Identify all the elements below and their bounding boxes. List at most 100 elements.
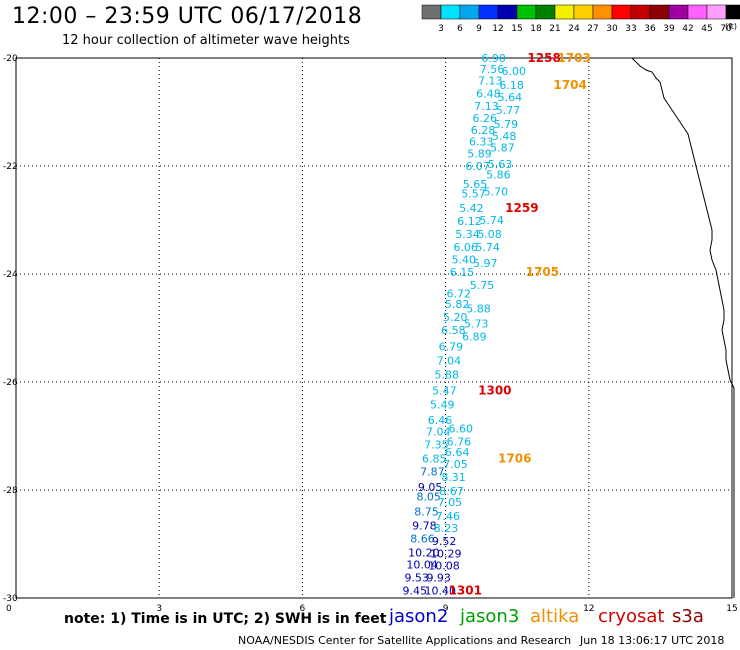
satellite-s3a: s3a <box>672 606 704 627</box>
colorbar-label: 36 <box>644 24 656 34</box>
wave-height-value: 6.58 <box>441 324 466 337</box>
wave-height-value: 10.29 <box>430 548 462 561</box>
wave-height-value: 5.86 <box>486 169 511 182</box>
map-frame <box>15 57 733 599</box>
wave-height-value: 5.40 <box>452 253 477 266</box>
satellite-jason2: jason2 <box>389 606 449 627</box>
wave-height-value: 6.64 <box>445 446 470 459</box>
wave-height-value: 5.79 <box>494 118 519 131</box>
colorbar-label: 9 <box>476 24 482 34</box>
colorbar-swatch <box>497 4 518 20</box>
wave-height-value: 5.82 <box>445 298 470 311</box>
colorbar-swatch <box>649 4 670 20</box>
x-tick-label: 3 <box>156 604 162 614</box>
wave-height-value: 5.70 <box>484 185 509 198</box>
x-tick-label: 12 <box>583 604 594 614</box>
colorbar-label: 12 <box>492 24 503 34</box>
wave-height-value: 5.63 <box>488 158 513 171</box>
wave-height-value: 6.76 <box>447 435 472 448</box>
wave-height-value: 6.89 <box>462 331 487 344</box>
colorbar-swatch <box>668 4 689 20</box>
colorbar-swatch <box>611 4 632 20</box>
wave-height-value: 5.20 <box>443 311 468 324</box>
time-label: 1259 <box>505 201 538 215</box>
time-label: 1258 <box>527 51 560 65</box>
wave-height-value: 10.08 <box>428 560 460 573</box>
wave-height-value: 6.12 <box>457 215 482 228</box>
wave-height-value: 5.57 <box>461 188 486 201</box>
colorbar-label: 45 <box>701 24 712 34</box>
wave-height-value: 5.73 <box>464 318 489 331</box>
wave-height-value: 6.85 <box>422 453 447 466</box>
colorbar-swatch <box>535 4 556 20</box>
wave-height-value: 5.89 <box>467 148 492 161</box>
wave-height-value: 7.35 <box>424 439 449 452</box>
colorbar: 3 6 9 12 15 18 21 24 27 30 33 36 39 42 45 70 <box>421 4 740 34</box>
colorbar-label: 33 <box>625 24 636 34</box>
wave-height-value: 7.04 <box>426 426 451 439</box>
wave-height-value: 6.79 <box>439 340 464 353</box>
wave-height-value: 7.87 <box>420 466 445 479</box>
wave-height-value: 5.88 <box>466 303 491 316</box>
wave-height-value: 7.05 <box>438 496 463 509</box>
wave-height-value: 5.08 <box>477 228 502 241</box>
axis-tick-labels: -20 -22 -24 -26 -28 -300 3 6 9 12 15 <box>3 54 738 614</box>
wave-height-value: 5.75 <box>470 279 495 292</box>
colorbar-swatch <box>687 4 708 20</box>
wave-height-value: 9.52 <box>432 535 457 548</box>
wave-height-value: 5.34 <box>455 228 480 241</box>
colorbar-label: 24 <box>568 24 580 34</box>
colorbar-swatch <box>440 4 461 20</box>
map-grid <box>16 58 732 598</box>
coastline <box>631 57 735 598</box>
x-tick-label: 9 <box>443 604 449 614</box>
wave-height-value: 5.47 <box>432 385 457 398</box>
x-tick-label: 6 <box>300 604 306 614</box>
time-label: 1301 <box>449 583 482 597</box>
wave-height-value: 7.46 <box>436 510 461 523</box>
wave-height-value: 10.20 <box>408 547 440 560</box>
wave-height-value: 6.60 <box>449 422 474 435</box>
wave-height-value: 6.72 <box>447 287 472 300</box>
colorbar-label: 39 <box>663 24 675 34</box>
lat-tick-label: -28 <box>3 486 18 496</box>
wave-height-value: 8.31 <box>441 471 466 484</box>
wave-height-value: 6.48 <box>476 88 501 101</box>
colorbar-label: 6 <box>457 24 463 34</box>
colorbar-swatch <box>421 4 442 20</box>
colorbar-swatch <box>706 4 727 20</box>
colorbar-label: 18 <box>530 24 542 34</box>
time-label: 1703 <box>557 51 590 65</box>
wave-height-value: 8.66 <box>410 533 435 546</box>
wave-height-value: 5.77 <box>496 104 521 117</box>
wave-height-value: 5.74 <box>479 214 504 227</box>
wave-height-value: 9.05 <box>418 481 443 494</box>
wave-height-value: 6.26 <box>473 112 498 125</box>
time-label: 1706 <box>498 452 531 466</box>
wave-height-value: 7.13 <box>478 75 503 88</box>
page-title: 12:00 – 23:59 UTC 06/17/2018 <box>12 4 363 29</box>
wave-height-value: 7.13 <box>474 100 499 113</box>
colorbar-label: 70 <box>720 24 732 34</box>
wave-height-value: 6.33 <box>469 136 494 149</box>
wave-height-value: 8.05 <box>416 490 441 503</box>
wave-height-value: 5.65 <box>463 178 488 191</box>
x-tick-label: 15 <box>726 604 737 614</box>
wave-height-value: 10.04 <box>406 559 438 572</box>
wave-height-value: 5.64 <box>498 91 523 104</box>
wave-height-value: 7.05 <box>443 458 468 471</box>
colorbar-label: 15 <box>511 24 522 34</box>
colorbar-label: 30 <box>606 24 618 34</box>
wave-height-value: 6.00 <box>501 65 526 78</box>
colorbar-swatch <box>573 4 594 20</box>
wave-height-value: 8.67 <box>439 485 464 498</box>
wave-height-value: 6.07 <box>465 160 490 173</box>
wave-height-value: 5.88 <box>435 368 460 381</box>
wave-height-value: 8.23 <box>434 522 459 535</box>
wave-height-value: 9.93 <box>426 571 451 584</box>
wave-height-value: 5.74 <box>475 241 500 254</box>
colorbar-label: 3 <box>438 24 444 34</box>
wave-height-track: 6.907.566.007.136.186.485.647.135.776.26… <box>403 52 526 597</box>
colorbar-label: 21 <box>549 24 560 34</box>
wave-height-value: 10.40 <box>425 584 457 597</box>
